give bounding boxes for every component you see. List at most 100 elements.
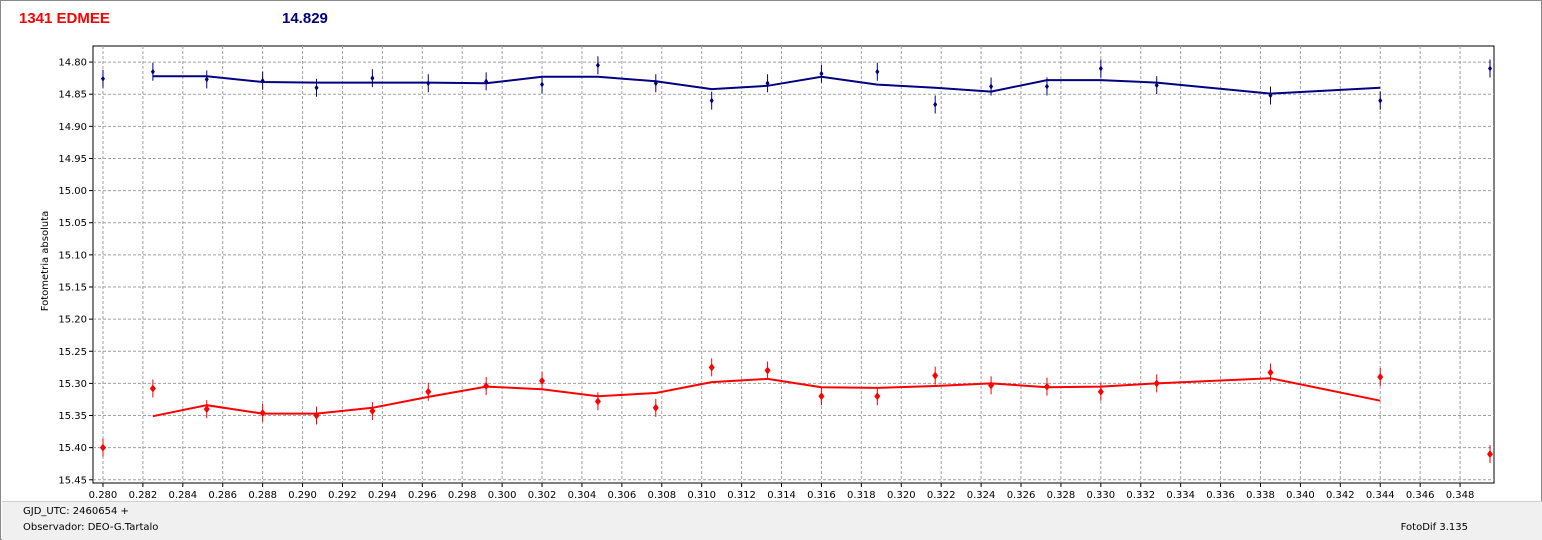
data-point [652,403,659,412]
data-point [100,75,105,82]
y-tick-label: 15.20 [58,315,87,326]
data-point [1267,368,1274,377]
x-tick-label: 0.294 [368,490,397,501]
x-tick-label: 0.296 [408,490,437,501]
x-tick-label: 0.280 [89,490,118,501]
y-tick-label: 15.10 [58,250,87,261]
data-point [204,76,209,83]
data-point [370,75,375,82]
data-point [875,68,880,75]
x-tick-label: 0.328 [1047,490,1076,501]
x-tick-label: 0.290 [288,490,317,501]
x-tick-label: 0.326 [1007,490,1036,501]
x-tick-label: 0.292 [328,490,357,501]
gjd-label: GJD_UTC: 2460654 + [23,506,129,517]
y-tick-label: 15.00 [58,186,87,197]
x-tick-label: 0.324 [967,490,996,501]
mean-magnitude-label: 14.829 [282,10,328,27]
x-tick-label: 0.310 [687,490,716,501]
data-point [99,443,106,452]
data-point [1153,379,1160,388]
data-point [1488,65,1493,72]
data-point [483,381,490,390]
x-tick-label: 0.332 [1126,490,1155,501]
data-point [1268,92,1273,99]
y-tick-label: 15.25 [58,347,87,358]
data-point [203,405,210,414]
x-tick-label: 0.288 [248,490,277,501]
y-tick-label: 14.95 [58,154,87,165]
data-point [988,381,995,390]
x-tick-label: 0.346 [1406,490,1435,501]
x-tick-label: 0.284 [168,490,197,501]
y-tick-label: 15.45 [58,475,87,486]
data-point [540,81,545,88]
x-tick-label: 0.306 [608,490,637,501]
data-series [99,56,1494,464]
data-point [259,408,266,417]
x-tick-label: 0.316 [807,490,836,501]
data-point [708,363,715,372]
x-tick-label: 0.314 [767,490,796,501]
x-tick-label: 0.318 [847,490,876,501]
data-point [818,392,825,401]
data-point [1154,82,1159,89]
x-tick-label: 0.344 [1366,490,1395,501]
x-tick-label: 0.336 [1206,490,1235,501]
x-axis-ticks: 0.280 0.282 0.284 0.286 0.288 0.290 0.292 0.294… [89,483,1474,501]
data-point [874,392,881,401]
x-tick-label: 0.312 [727,490,756,501]
data-point [989,83,994,90]
trend-line [152,377,1381,418]
data-point [932,371,939,380]
x-tick-label: 0.338 [1246,490,1275,501]
x-tick-label: 0.342 [1326,490,1355,501]
data-point [313,411,320,420]
y-tick-label: 15.05 [58,218,87,229]
x-tick-label: 0.334 [1166,490,1195,501]
x-tick-label: 0.300 [488,490,517,501]
data-point [653,80,658,87]
status-footer: GJD_UTC: 2460654 + Observador: DEO-G.Tar… [2,501,1542,540]
data-point [1098,65,1103,72]
x-tick-label: 0.282 [129,490,158,501]
trend-line [152,75,1381,95]
data-point [484,78,489,85]
data-point [149,384,156,393]
x-tick-label: 0.298 [448,490,477,501]
x-tick-label: 0.304 [568,490,597,501]
x-tick-label: 0.286 [208,490,237,501]
data-point [1378,97,1383,104]
y-tick-label: 15.15 [58,282,87,293]
y-tick-label: 15.35 [58,411,87,422]
data-point [425,387,432,396]
x-tick-label: 0.308 [647,490,676,501]
observer-label: Observador: DEO-G.Tartalo [23,522,159,533]
data-point [1043,382,1050,391]
y-tick-label: 14.90 [58,122,87,133]
x-tick-label: 0.302 [528,490,557,501]
data-point [260,77,265,84]
data-point [595,62,600,69]
data-point [314,84,319,91]
data-point [426,80,431,87]
x-tick-label: 0.322 [927,490,956,501]
x-tick-label: 0.330 [1087,490,1116,501]
data-point [150,68,155,75]
data-point [1377,372,1384,381]
y-tick-label: 15.40 [58,443,87,454]
data-point [369,407,376,416]
y-tick-label: 15.30 [58,379,87,390]
light-curve-chart: 0.280 0.282 0.284 0.286 0.288 0.290 0.292 0.294… [40,45,1495,501]
y-tick-label: 14.80 [58,58,87,69]
data-point [1097,387,1104,396]
data-point [594,397,601,406]
x-tick-label: 0.340 [1286,490,1315,501]
data-point [1044,83,1049,90]
data-point [933,101,938,108]
data-point [819,70,824,77]
series-1 [99,358,1494,464]
data-point [539,376,546,385]
software-version-label: FotoDif 3.135 [1400,522,1468,533]
